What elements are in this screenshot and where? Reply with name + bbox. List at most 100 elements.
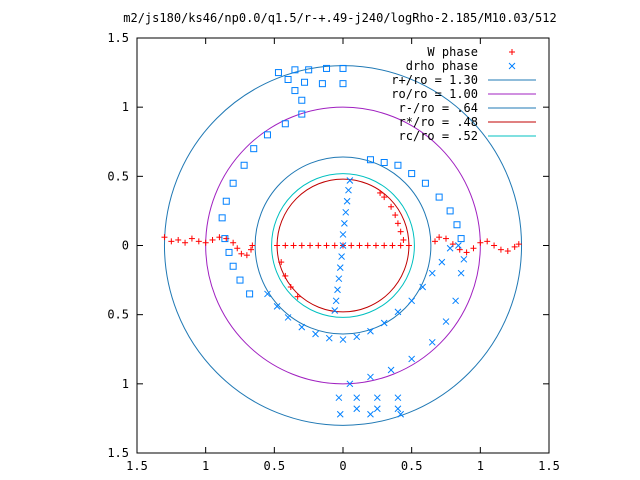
drho-phase-point — [332, 297, 340, 305]
drho-phase-point — [325, 334, 333, 342]
drho-phase-point — [339, 242, 347, 249]
drho-phase-square-point — [240, 161, 248, 169]
y-tick-label: 0.5 — [107, 308, 129, 322]
legend-label: W phase — [427, 45, 478, 59]
w-phase-point — [238, 250, 245, 257]
drho-phase-square-point — [291, 87, 299, 95]
x-tick-label: 0.5 — [263, 459, 285, 473]
drho-phase-square-point — [408, 170, 416, 178]
w-phase-point — [388, 203, 395, 210]
w-phase-point — [484, 238, 491, 245]
drho-phase-square-point — [225, 248, 233, 256]
drho-phase-point — [353, 394, 361, 402]
drho-phase-point — [452, 297, 459, 305]
drho-phase-square-point — [394, 161, 402, 169]
w-phase-point — [282, 242, 289, 249]
w-phase-point — [405, 242, 412, 249]
w-phase-point — [188, 235, 195, 242]
drho-phase-point — [387, 366, 395, 374]
drho-phase-point — [394, 394, 402, 402]
drho-phase-point — [394, 405, 402, 413]
w-phase-point — [443, 235, 449, 242]
w-phase-point — [323, 242, 330, 249]
drho-phase-square-point — [284, 76, 292, 83]
drho-phase-point — [331, 307, 339, 314]
drho-phase-point — [341, 220, 348, 227]
w-phase-point — [243, 252, 250, 259]
drho-phase-point — [367, 410, 374, 418]
w-phase-point — [175, 236, 182, 243]
w-phase-point — [477, 239, 484, 246]
w-phase-point — [511, 243, 518, 250]
w-phase-point — [397, 242, 404, 249]
drho-phase-square-point — [435, 193, 443, 201]
legend-label: r*/ro = .48 — [399, 115, 478, 129]
y-tick-label: 1.5 — [107, 446, 129, 460]
drho-phase-point — [338, 253, 345, 260]
w-phase-point — [381, 242, 388, 249]
drho-phase-point — [346, 177, 354, 184]
w-phase-point — [247, 246, 254, 253]
w-phase-point — [436, 234, 443, 241]
drho-phase-square-point — [318, 80, 326, 88]
drho-phase-square-point — [221, 235, 229, 243]
w-phase-point — [504, 248, 511, 255]
drho-phase-point — [428, 338, 436, 346]
x-tick-label: 0.5 — [401, 459, 423, 473]
drho-phase-point — [457, 269, 465, 277]
drho-phase-point — [343, 197, 351, 205]
w-phase-point — [202, 239, 209, 246]
w-phase-point — [397, 228, 404, 235]
w-phase-point — [356, 242, 363, 249]
drho-phase-square-point — [263, 131, 271, 139]
drho-phase-point — [446, 244, 454, 252]
w-phase-point — [294, 293, 301, 300]
y-tick-label: 1.5 — [107, 31, 129, 45]
drho-phase-square-point — [323, 64, 331, 72]
drho-phase-square-point — [305, 66, 313, 74]
x-tick-label: 1 — [477, 459, 484, 473]
drho-phase-point — [273, 303, 281, 310]
w-phase-point — [282, 272, 289, 279]
w-phase-point — [195, 238, 202, 245]
w-phase-point — [290, 242, 297, 249]
drho-phase-point — [373, 405, 381, 413]
drho-phase-point — [264, 290, 271, 298]
drho-phase-point — [339, 231, 347, 238]
w-phase-point — [389, 242, 396, 249]
drho-phase-point — [367, 327, 374, 335]
drho-phase-point — [373, 394, 381, 402]
drho-phase-square-point — [366, 156, 374, 164]
w-phase-point — [274, 242, 281, 249]
x-tick-label: 1 — [202, 459, 209, 473]
x-tick-label: 1.5 — [126, 459, 148, 473]
drho-phase-point — [335, 394, 343, 402]
drho-phase-point — [419, 283, 427, 291]
drho-phase-point — [394, 308, 402, 316]
w-phase-point — [315, 242, 322, 249]
y-tick-label: 1 — [122, 100, 129, 114]
w-phase-point — [470, 245, 477, 252]
drho-phase-square-point — [246, 290, 254, 298]
drho-phase-point — [334, 286, 341, 294]
drho-phase-square-point — [236, 276, 244, 284]
drho-phase-square-point — [274, 69, 282, 77]
drho-phase-point — [428, 269, 436, 277]
drho-phase-square-point — [339, 64, 347, 72]
drho-phase-square-point — [229, 179, 237, 187]
drho-phase-point — [380, 319, 388, 327]
drho-phase-point — [335, 275, 343, 283]
drho-phase-point — [345, 186, 352, 194]
w-phase-point — [307, 242, 314, 249]
drho-phase-square-point — [298, 96, 306, 104]
y-tick-label: 0.5 — [107, 169, 129, 183]
drho-phase-point — [442, 318, 450, 325]
drho-phase-square-point — [229, 262, 237, 270]
drho-phase-square-point — [453, 221, 461, 229]
w-phase-point — [331, 242, 338, 249]
drho-phase-point — [353, 333, 361, 341]
legend-label: r+/ro = 1.30 — [391, 73, 478, 87]
drho-phase-point — [438, 258, 446, 266]
drho-phase-point — [336, 264, 344, 271]
legend-marker — [508, 62, 516, 70]
